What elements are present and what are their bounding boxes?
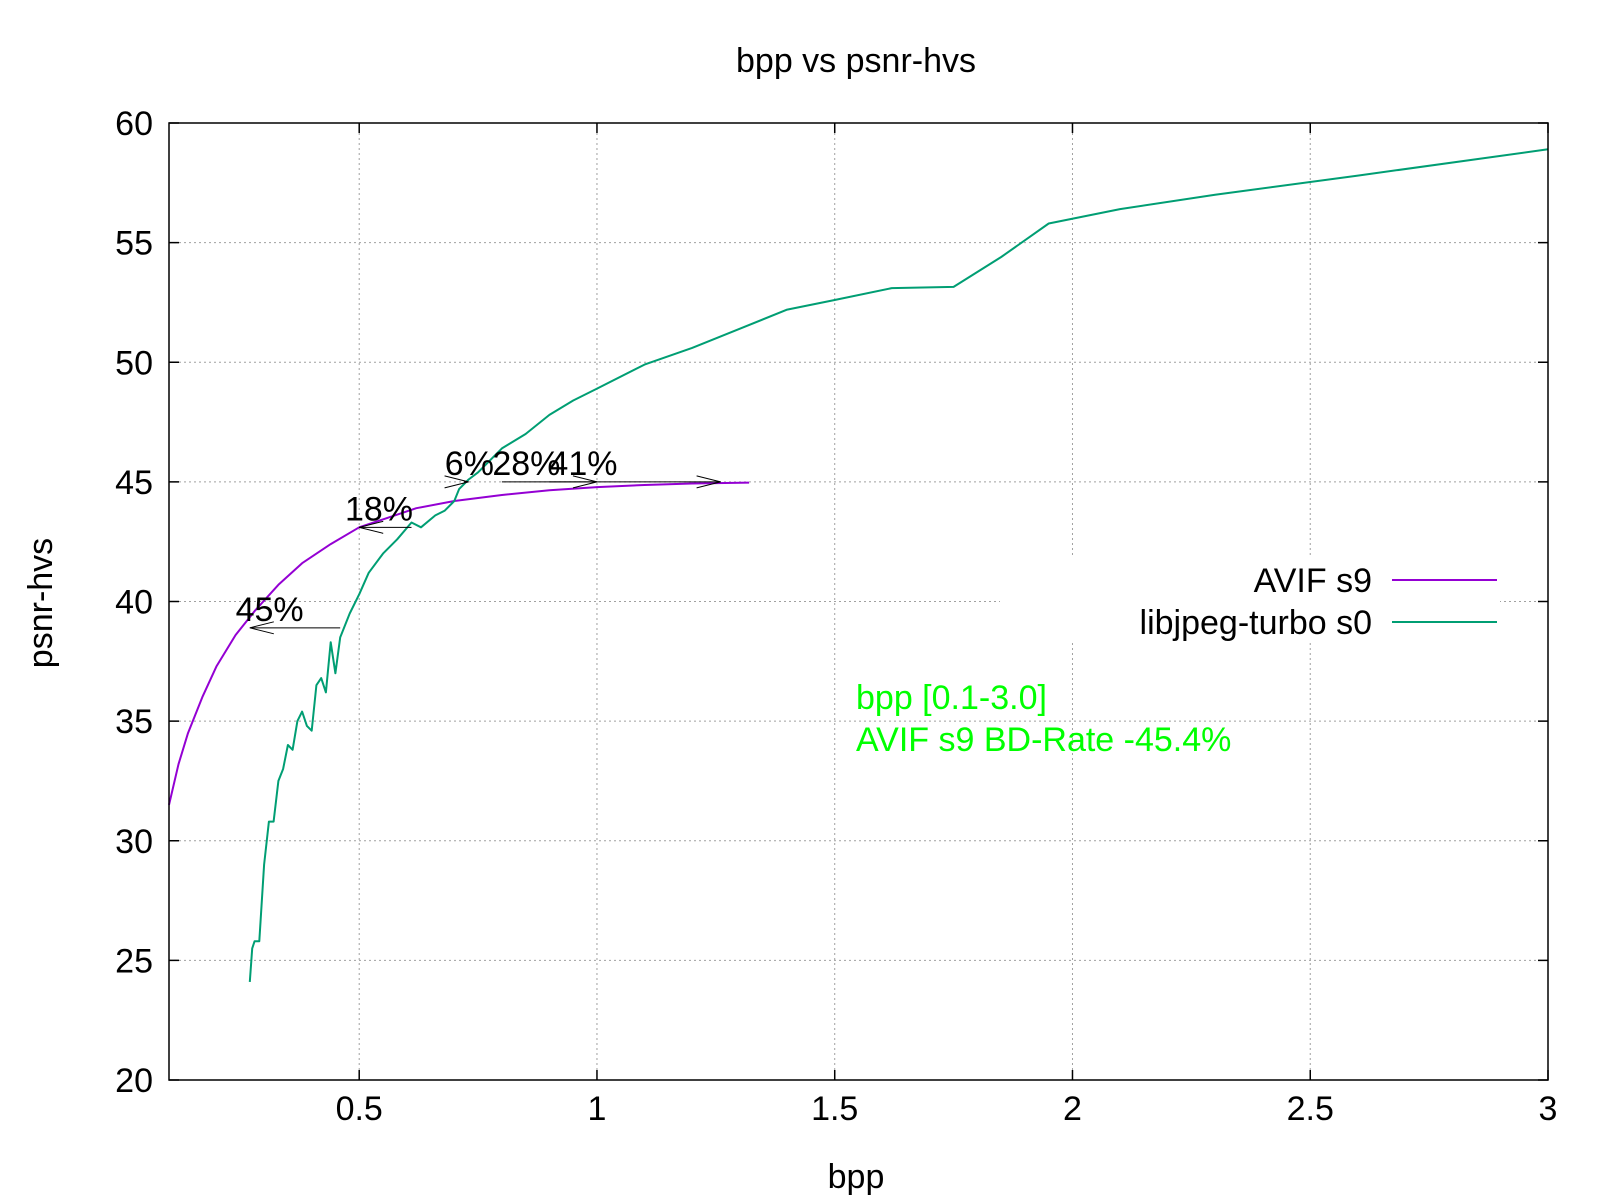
y-tick-label: 45	[115, 464, 153, 502]
legend-background	[1000, 555, 1500, 643]
y-tick-label: 20	[115, 1062, 153, 1100]
x-tick-label: 2.5	[1287, 1090, 1334, 1128]
x-tick-label: 1.5	[811, 1090, 858, 1128]
series-line-avif-s9	[168, 481, 750, 806]
x-tick-label: 1	[588, 1090, 607, 1128]
legend-label: AVIF s9	[1254, 562, 1372, 600]
bd-rate-label: 18%	[345, 490, 413, 528]
bd-rate-note-line: AVIF s9 BD-Rate -45.4%	[856, 721, 1231, 759]
x-tick-label: 2	[1063, 1090, 1082, 1128]
y-axis-label: psnr-hvs	[22, 538, 60, 668]
bd-rate-label: 6%	[445, 445, 494, 483]
legend-label: libjpeg-turbo s0	[1140, 604, 1372, 642]
y-tick-label: 25	[115, 942, 153, 980]
x-axis-label: bpp	[828, 1158, 885, 1196]
bd-rate-arrows: 45% 18% 6%28%41%	[236, 445, 721, 635]
bd-rate-arrow-head	[249, 621, 274, 635]
y-tick-label: 35	[115, 703, 153, 741]
y-tick-label: 50	[115, 344, 153, 382]
plot-frame	[168, 122, 1549, 1081]
bd-rate-label: 41%	[549, 445, 617, 483]
bd-rate-arrow-head	[696, 475, 721, 489]
y-tick-label: 40	[115, 584, 153, 622]
bd-rate-note: bpp [0.1-3.0] AVIF s9 BD-Rate -45.4%	[856, 679, 1231, 759]
bd-rate-label: 28%	[492, 445, 560, 483]
bd-rate-label: 45%	[236, 591, 304, 629]
bd-rate-note-line: bpp [0.1-3.0]	[856, 679, 1047, 717]
chart-title: bpp vs psnr-hvs	[736, 42, 976, 80]
series-line-libjpeg-turbo-s0	[248, 148, 1549, 982]
y-tick-label: 30	[115, 823, 153, 861]
x-tick-label: 0.5	[336, 1090, 383, 1128]
bd-rate-arrow-head	[444, 475, 469, 489]
y-tick-label: 55	[115, 225, 153, 263]
axis-ticks: 0.5 1 1.5 2 2.5 3 20 25 30 35 40 45 50 55 60	[115, 105, 1557, 1128]
series-lines	[168, 148, 1549, 982]
x-tick-label: 3	[1539, 1090, 1558, 1128]
bd-rate-arrow-head	[359, 520, 384, 534]
y-tick-label: 60	[115, 105, 153, 143]
legend: AVIF s9 libjpeg-turbo s0	[1000, 555, 1500, 643]
